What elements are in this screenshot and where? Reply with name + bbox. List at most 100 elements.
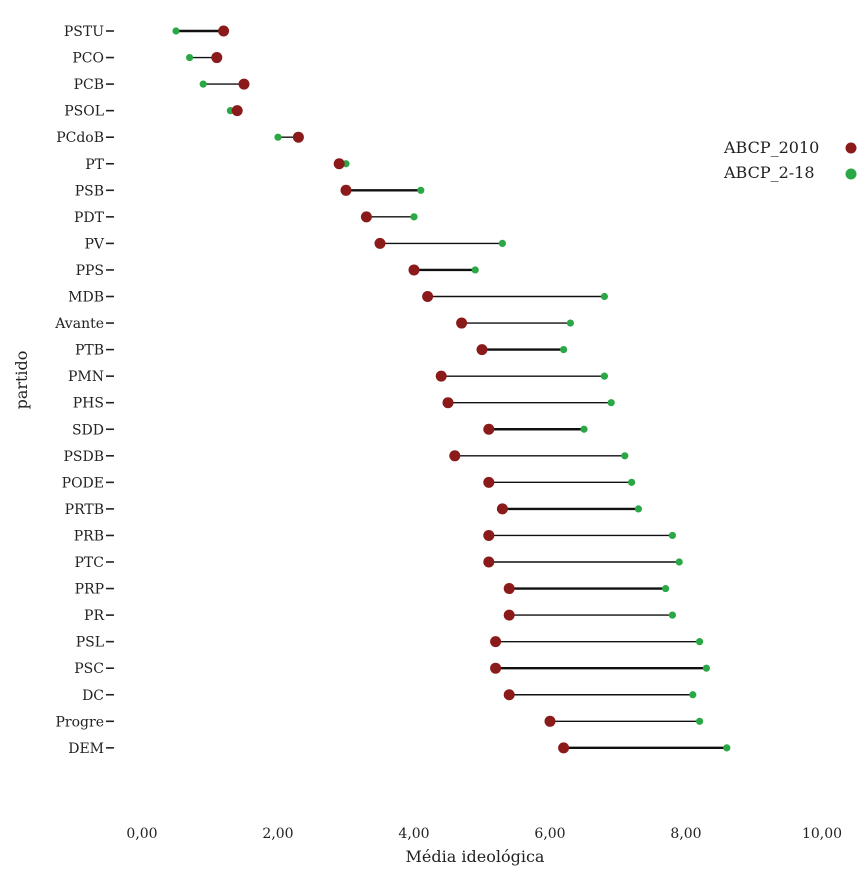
legend-marker-abcp-2010 (845, 142, 857, 154)
point-abcp-2010-psl (490, 636, 502, 648)
point-abcp-2010-phs (442, 397, 454, 409)
point-abcp-2010-pco (211, 52, 223, 64)
point-abcp-2010-avante (456, 317, 468, 329)
category-label-progre: Progre (56, 714, 104, 730)
point-abcp-2010-pr (503, 609, 515, 621)
point-abcp-2-18-pstu (172, 27, 180, 35)
point-abcp-2010-mdb (422, 291, 434, 302)
point-abcp-2-18-psdb (621, 452, 629, 460)
point-abcp-2-18-prtb (634, 505, 643, 513)
category-label-dc: DC (82, 688, 104, 704)
category-label-prtb: PRTB (65, 502, 104, 518)
point-abcp-2010-pmn (435, 370, 447, 382)
category-label-mdb: MDB (68, 290, 104, 306)
point-abcp-2-18-pcb (199, 80, 207, 88)
point-abcp-2-18-dc (689, 691, 697, 699)
point-abcp-2-18-pv (498, 239, 506, 247)
point-abcp-2-18-sdd (580, 425, 588, 433)
x-tick-label: 10,00 (802, 826, 842, 842)
point-abcp-2010-sdd (483, 423, 495, 435)
category-label-pdt: PDT (74, 210, 105, 226)
category-label-psdb: PSDB (63, 449, 104, 465)
point-abcp-2-18-pcdob (274, 133, 282, 141)
category-label-psb: PSB (75, 183, 104, 199)
point-abcp-2-18-prb (668, 531, 677, 540)
category-label-prb: PRB (74, 528, 104, 544)
category-label-psc: PSC (74, 661, 104, 677)
legend-label-abcp-2010: ABCP_2010 (723, 138, 819, 157)
category-label-pode: PODE (62, 475, 104, 491)
y-axis-title: partido (12, 351, 31, 410)
y-axis-category-labels: PSTU PCO PCB PSOL PCdoB PT PSB PDT PV PPS MDB Avant… (54, 24, 114, 757)
point-abcp-2010-psdb (449, 450, 461, 462)
point-abcp-2-18-psc (702, 664, 711, 672)
data-points (172, 25, 731, 754)
point-abcp-2010-prb (483, 529, 495, 541)
point-abcp-2-18-ptc (675, 558, 683, 566)
point-abcp-2010-psb (340, 184, 352, 196)
point-abcp-2010-pv (374, 237, 386, 249)
point-abcp-2010-pps (408, 264, 420, 276)
point-abcp-2010-dc (503, 689, 515, 701)
point-abcp-2010-psol (231, 105, 243, 117)
point-abcp-2-18-pode (628, 478, 636, 486)
point-abcp-2010-progre (544, 715, 556, 727)
category-label-pv: PV (84, 236, 104, 252)
category-label-sdd: SDD (72, 422, 104, 438)
category-label-pcb: PCB (74, 77, 104, 93)
category-label-dem: DEM (68, 741, 104, 757)
category-label-psl: PSL (76, 635, 104, 651)
point-abcp-2010-prp (503, 583, 515, 595)
x-tick-label: 8,00 (670, 826, 701, 842)
x-axis-title: Média ideológica (406, 847, 545, 866)
point-abcp-2-18-phs (607, 399, 615, 407)
legend-label-abcp-2-18: ABCP_2-18 (723, 163, 815, 182)
x-tick-label: 4,00 (398, 826, 429, 842)
point-abcp-2-18-prp (662, 584, 670, 593)
category-label-avante: Avante (54, 316, 104, 332)
point-abcp-2010-ptc (483, 556, 495, 568)
category-label-ptc: PTC (75, 555, 104, 571)
point-abcp-2-18-pmn (600, 372, 609, 380)
category-label-prp: PRP (75, 582, 104, 598)
point-abcp-2010-pt (333, 158, 345, 170)
x-tick-label: 6,00 (534, 826, 565, 842)
point-abcp-2-18-psb (417, 186, 425, 194)
category-label-pco: PCO (72, 51, 104, 67)
category-label-pps: PPS (76, 263, 104, 279)
point-abcp-2010-pcdob (292, 131, 304, 143)
category-label-pt: PT (85, 157, 104, 173)
x-axis-tick-labels: 0,00 2,00 4,00 6,00 8,00 10,00 (126, 826, 842, 842)
category-label-pmn: PMN (68, 369, 104, 385)
point-abcp-2-18-pps (471, 266, 479, 274)
connector-lines (176, 29, 727, 750)
legend: ABCP_2010 ABCP_2-18 (723, 138, 857, 182)
point-abcp-2010-pcb (238, 78, 250, 90)
point-abcp-2-18-pco (186, 53, 194, 62)
category-label-phs: PHS (73, 396, 104, 412)
x-tick-label: 2,00 (262, 826, 293, 842)
category-label-pcdob: PCdoB (56, 130, 104, 146)
point-abcp-2-18-pdt (410, 213, 418, 221)
point-abcp-2010-pdt (360, 211, 372, 223)
category-label-ptb: PTB (75, 343, 104, 359)
point-abcp-2-18-avante (566, 319, 575, 327)
point-abcp-2010-dem (558, 742, 570, 754)
legend-marker-abcp-2-18 (845, 168, 857, 180)
point-abcp-2010-prtb (496, 503, 508, 515)
point-abcp-2-18-dem (723, 744, 731, 752)
point-abcp-2-18-progre (696, 717, 704, 725)
point-abcp-2-18-mdb (600, 292, 609, 301)
point-abcp-2-18-psl (696, 638, 704, 646)
category-label-pr: PR (84, 608, 104, 624)
point-abcp-2-18-ptb (560, 346, 568, 354)
point-abcp-2010-ptb (476, 344, 488, 356)
point-abcp-2010-psc (490, 662, 502, 674)
x-tick-label: 0,00 (126, 826, 157, 842)
point-abcp-2010-pstu (218, 25, 230, 37)
point-abcp-2-18-pr (668, 611, 677, 619)
point-abcp-2010-pode (483, 476, 495, 488)
category-label-pstu: PSTU (64, 24, 104, 40)
category-label-psol: PSOL (64, 104, 104, 120)
